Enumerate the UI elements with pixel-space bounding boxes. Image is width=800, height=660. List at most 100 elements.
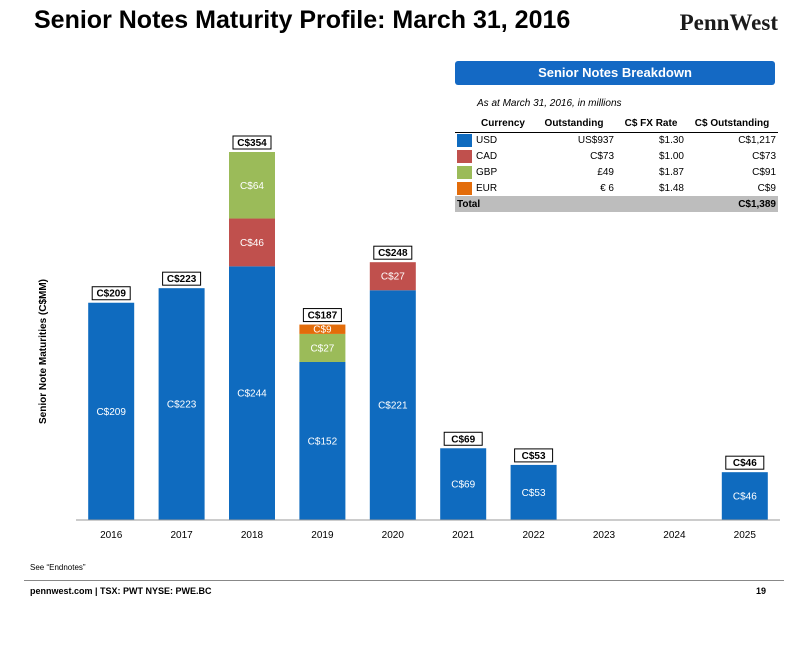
- total-label-box: [725, 455, 765, 470]
- total-row: Total C$1,389: [455, 196, 778, 212]
- table-row: CAD C$73 $1.00 C$73: [455, 148, 778, 164]
- x-tick-label: 2023: [593, 530, 616, 541]
- bar-total-label: C$53: [522, 451, 546, 462]
- currency-cell: USD: [476, 134, 498, 146]
- bar-total-label: C$46: [733, 458, 757, 469]
- outstanding-cell: € 6: [600, 182, 614, 194]
- fx-rate-cell: $1.00: [658, 150, 684, 162]
- col-outstanding: Outstanding: [532, 116, 616, 133]
- currency-swatch: [457, 165, 472, 179]
- x-tick-label: 2022: [522, 530, 545, 541]
- currency-swatch: [457, 133, 472, 147]
- segment-data-label: C$64: [240, 181, 264, 192]
- x-tick-label: 2020: [382, 530, 405, 541]
- bar-segment-usd-2017: [158, 288, 205, 520]
- footer-text: pennwest.com | TSX: PWT NYSE: PWE.BC: [30, 586, 212, 596]
- breakdown-header: Senior Notes Breakdown: [455, 61, 775, 85]
- bar-total-label: C$209: [96, 289, 126, 300]
- currency-swatch: [457, 181, 472, 195]
- currency-cell: GBP: [476, 166, 498, 178]
- bar-segment-cad-2020: [369, 262, 416, 291]
- total-label-box: [373, 245, 413, 260]
- x-tick-label: 2017: [170, 530, 193, 541]
- bar-segment-usd-2016: [88, 302, 135, 520]
- bar-segment-usd-2020: [369, 290, 416, 520]
- bar-segment-usd-2021: [440, 448, 487, 520]
- outstanding-cell: US$937: [577, 134, 614, 146]
- swatch-cell: [455, 180, 474, 196]
- table-row: USD US$937 $1.30 C$1,217: [455, 132, 778, 148]
- segment-data-label: C$244: [237, 389, 267, 400]
- col-currency: Currency: [474, 116, 532, 133]
- fx-rate-cell: $1.48: [658, 182, 684, 194]
- x-tick-label: 2019: [311, 530, 334, 541]
- fx-rate-cell: $1.30: [658, 134, 684, 146]
- cad-outstanding-cell: C$91: [752, 166, 776, 178]
- segment-data-label: C$69: [451, 480, 475, 491]
- total-label-box: [91, 286, 131, 301]
- bars-group: C$209 C$209 C$223 C$223 C$244 C$46 C$64 C$354 C$…: [88, 135, 768, 520]
- table-note: As at March 31, 2016, in millions: [477, 98, 622, 109]
- x-tick-label: 2018: [241, 530, 264, 541]
- segment-data-label: C$221: [378, 401, 408, 412]
- page-number: 19: [755, 586, 766, 596]
- currency-swatch: [457, 149, 472, 163]
- segment-data-label: C$27: [310, 343, 334, 354]
- bar-segment-gbp-2018: [229, 152, 275, 219]
- segment-data-label: C$152: [308, 436, 338, 447]
- bar-total-label: C$248: [378, 248, 408, 259]
- col-cad-outstanding: C$ Outstanding: [686, 116, 778, 133]
- total-label-box: [302, 308, 342, 323]
- x-tick-label: 2021: [452, 530, 475, 541]
- bar-total-label: C$223: [167, 274, 197, 285]
- swatch-cell: [455, 132, 474, 148]
- swatch-cell: [455, 164, 474, 180]
- x-tick-labels: 2016 2017 2018 2019 2020 2021 2022 2023 2024 2025: [100, 530, 756, 541]
- segment-data-label: C$9: [313, 325, 332, 336]
- cad-outstanding-cell: C$73: [752, 150, 776, 162]
- footer-divider: [24, 580, 784, 581]
- fx-rate-cell: $1.87: [658, 166, 684, 178]
- table-row: EUR € 6 $1.48 C$9: [455, 180, 778, 196]
- senior-notes-table: Currency Outstanding C$ FX Rate C$ Outst…: [455, 116, 778, 212]
- bar-segment-usd-2019: [299, 361, 346, 520]
- total-label: Total: [455, 196, 532, 212]
- outstanding-cell: £49: [597, 166, 614, 178]
- x-tick-label: 2024: [663, 530, 686, 541]
- total-label-box: [514, 448, 554, 463]
- x-tick-label: 2025: [734, 530, 757, 541]
- segment-data-label: C$223: [167, 400, 197, 411]
- total-spacer: [532, 196, 686, 212]
- bar-segment-cad-2018: [229, 218, 275, 267]
- bar-segment-usd-2025: [721, 472, 768, 520]
- outstanding-cell: C$73: [590, 150, 614, 162]
- cad-outstanding-cell: C$9: [757, 182, 776, 194]
- segment-data-label: C$46: [240, 238, 264, 249]
- bar-segment-eur-2019: [299, 324, 346, 334]
- cad-outstanding-cell: C$1,217: [738, 134, 776, 146]
- endnotes-reference: See “Endnotes”: [30, 563, 86, 572]
- segment-data-label: C$27: [381, 272, 405, 283]
- total-label-box: [232, 135, 272, 150]
- currency-cell: EUR: [476, 182, 498, 194]
- swatch-cell: [455, 148, 474, 164]
- currency-cell: CAD: [476, 150, 498, 162]
- swatch-header: [455, 116, 474, 133]
- bar-total-label: C$187: [308, 311, 338, 322]
- bar-total-label: C$69: [451, 434, 475, 445]
- bar-segment-usd-2018: [229, 266, 275, 520]
- bar-total-label: C$354: [237, 138, 267, 149]
- segment-data-label: C$53: [522, 488, 546, 499]
- total-value: C$1,389: [686, 196, 778, 212]
- segment-data-label: C$46: [733, 492, 757, 503]
- bar-segment-usd-2022: [510, 464, 557, 520]
- company-logo: PennWest: [679, 10, 778, 35]
- total-label-box: [443, 431, 483, 446]
- maturity-chart: C$209 C$209 C$223 C$223 C$244 C$46 C$64 C$354 C$…: [76, 135, 780, 541]
- y-axis-label: Senior Note Maturities (C$MM): [38, 278, 49, 424]
- y-axis-label-wrap: [38, 460, 52, 660]
- x-tick-label: 2016: [100, 530, 123, 541]
- bar-segment-gbp-2019: [299, 333, 346, 362]
- total-label-box: [162, 271, 202, 286]
- col-fx-rate: C$ FX Rate: [616, 116, 686, 133]
